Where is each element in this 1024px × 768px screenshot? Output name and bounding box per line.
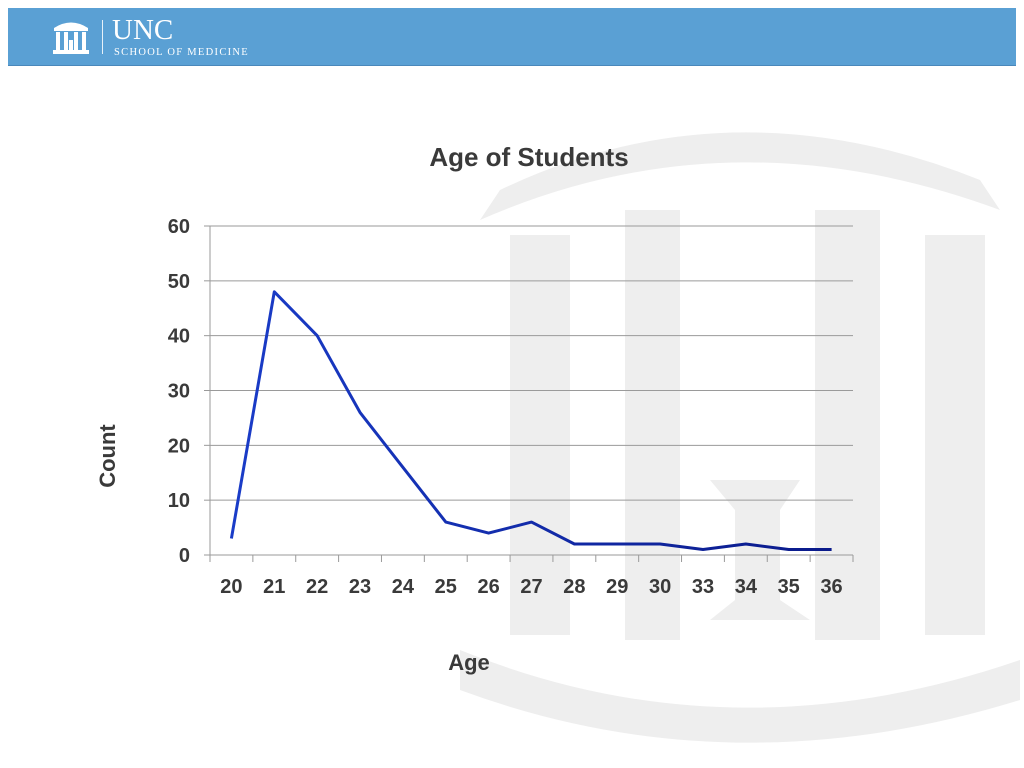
y-tick-label: 60 xyxy=(168,216,190,238)
series-line xyxy=(229,290,832,551)
x-tick-labels: 20 21 22 23 24 25 26 27 28 29 30 33 34 35 36 xyxy=(220,576,842,598)
y-tick-label: 0 xyxy=(179,545,190,567)
x-tick-label: 28 xyxy=(563,576,585,598)
x-tick-label: 21 xyxy=(263,576,285,598)
y-tick-labels: 0 10 20 30 40 50 60 xyxy=(168,216,190,567)
x-tick-label: 22 xyxy=(306,576,328,598)
x-tick-label: 30 xyxy=(649,576,671,598)
x-tick-label: 33 xyxy=(692,576,714,598)
x-tick-label: 23 xyxy=(349,576,371,598)
x-axis-label: Age xyxy=(448,650,490,675)
x-tick-label: 26 xyxy=(478,576,500,598)
logo-subtitle: SCHOOL OF MEDICINE xyxy=(114,47,250,58)
header-banner: UNC SCHOOL OF MEDICINE xyxy=(8,8,1016,66)
x-tick-label: 35 xyxy=(778,576,800,598)
x-tick-label: 25 xyxy=(435,576,457,598)
y-tick-label: 10 xyxy=(168,490,190,512)
x-tick-label: 24 xyxy=(392,576,415,598)
x-tick-label: 34 xyxy=(735,576,758,598)
logo-divider xyxy=(102,20,103,54)
y-tick-label: 30 xyxy=(168,381,190,403)
x-tick-label: 29 xyxy=(606,576,628,598)
chart-title: Age of Students xyxy=(429,142,628,172)
x-tick-label: 36 xyxy=(820,576,842,598)
y-tick-label: 50 xyxy=(168,271,190,293)
gridlines xyxy=(204,225,853,556)
old-well-watermark-icon xyxy=(460,132,1020,743)
y-tick-label: 40 xyxy=(168,326,190,348)
logo-wordmark: UNC xyxy=(112,14,174,46)
x-tick-label: 27 xyxy=(520,576,542,598)
x-tick-label: 20 xyxy=(220,576,242,598)
y-tick-label: 20 xyxy=(168,435,190,457)
axes xyxy=(209,226,854,562)
old-well-icon xyxy=(53,22,89,54)
y-axis-label: Count xyxy=(95,424,120,488)
